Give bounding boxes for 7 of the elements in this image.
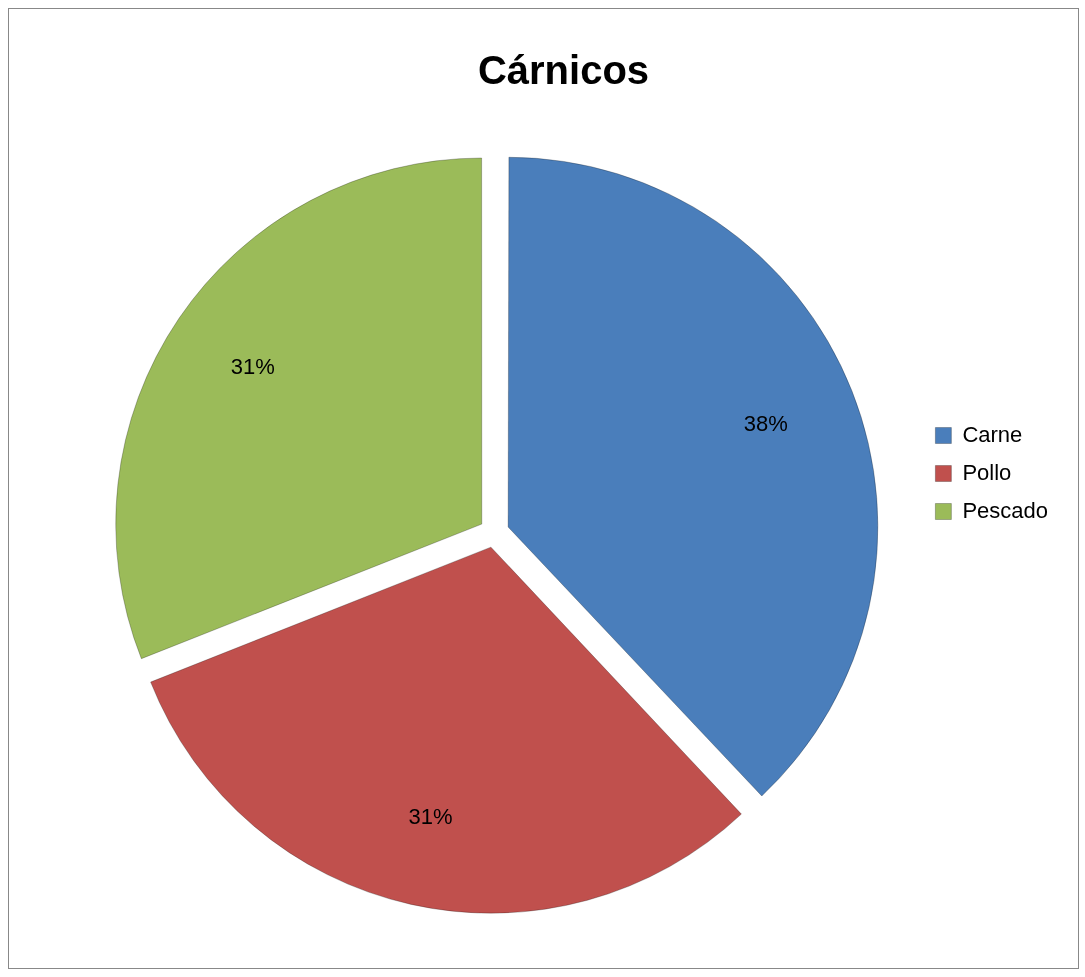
chart-title: Cárnicos — [477, 48, 650, 93]
legend-label: Pollo — [962, 459, 1012, 485]
data-label: 31% — [408, 803, 453, 829]
data-label: 38% — [743, 411, 788, 437]
legend-label: Pescado — [962, 497, 1049, 523]
legend-label: Carne — [962, 421, 1023, 447]
data-label: 31% — [230, 354, 275, 380]
